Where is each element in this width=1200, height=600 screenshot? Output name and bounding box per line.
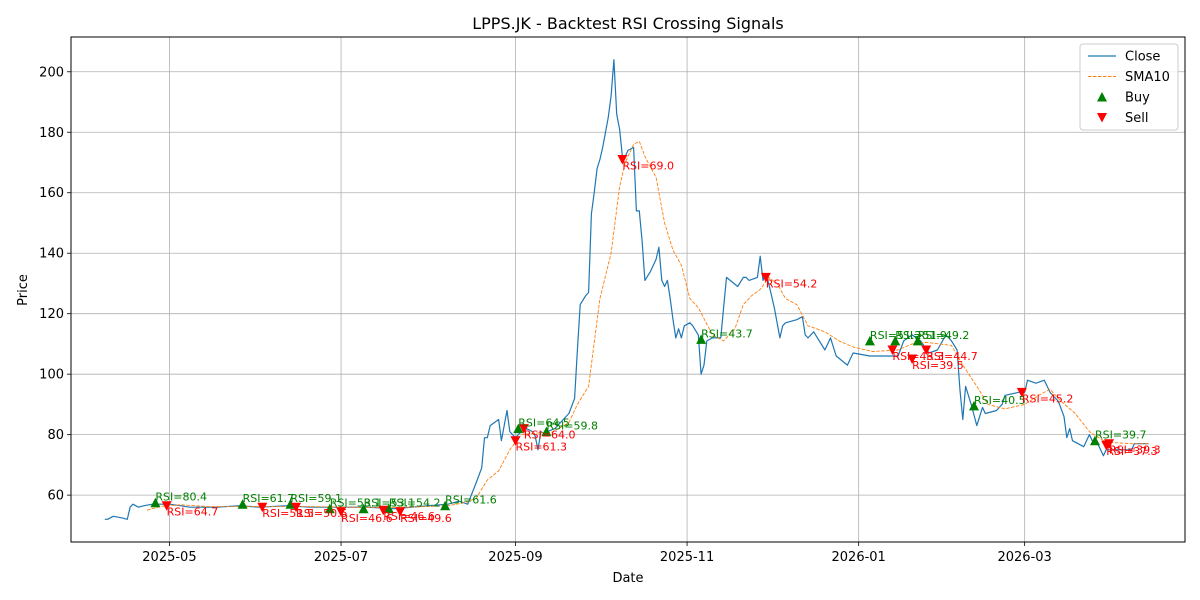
sell-marker — [1016, 387, 1027, 398]
buy-annotation: RSI=53.1 — [330, 497, 382, 510]
sell-annotation: RSI=64.7 — [167, 506, 219, 519]
buy-marker — [383, 503, 394, 514]
x-tick-label: 2025-07 — [314, 550, 368, 565]
buy-annotation: RSI=51.2 — [870, 329, 922, 342]
sell-annotation: RSI=64.0 — [524, 429, 576, 442]
sell-marker — [336, 507, 347, 517]
sma10-line — [146, 140, 1149, 511]
x-tick-label: 2025-09 — [488, 550, 542, 565]
buy-annotation: RSI=59.8 — [546, 420, 598, 433]
legend-entry-label: Buy — [1125, 91, 1150, 106]
sell-marker — [395, 507, 406, 517]
sell-annotation: RSI=46.6 — [383, 510, 435, 523]
y-tick-label: 60 — [47, 489, 64, 504]
y-tick-label: 120 — [39, 307, 64, 322]
sell-annotation: RSI=45.2 — [1022, 392, 1074, 405]
legend-entry-label: SMA10 — [1125, 70, 1170, 85]
legend-entry-label: Sell — [1125, 111, 1148, 126]
buy-annotation: RSI=49.2 — [918, 329, 970, 342]
sell-annotation: RSI=51.5 — [262, 507, 314, 520]
buy-annotation: RSI=51.9 — [895, 329, 947, 342]
buy-annotation: RSI=61.7 — [243, 492, 295, 505]
buy-annotation: RSI=61.6 — [445, 494, 497, 507]
sell-annotation: RSI=69.0 — [622, 159, 674, 172]
sell-annotation: RSI=54.2 — [766, 277, 818, 290]
buy-marker — [541, 426, 552, 437]
grid-lines — [71, 37, 1185, 542]
buy-annotation: RSI=53.1 — [364, 497, 416, 510]
y-tick-label: 80 — [47, 428, 64, 443]
buy-marker — [696, 334, 707, 344]
buy-annotation: RSI=39.7 — [1095, 429, 1147, 442]
sell-marker — [887, 345, 898, 355]
y-tick-label: 180 — [39, 126, 64, 141]
sell-marker — [161, 501, 172, 511]
legend-buy-swatch — [1097, 92, 1107, 102]
x-axis: 2025-05 2025-07 2025-09 2025-11 2026-01 2026-… — [142, 542, 1052, 565]
x-tick-label: 2026-01 — [832, 550, 886, 565]
legend-entry-label: Close — [1125, 50, 1160, 65]
y-axis: 60 80 100 120 140 160 180 200 — [39, 65, 71, 504]
buy-marker — [237, 499, 248, 509]
buy-annotation: RSI=40.5 — [974, 394, 1026, 407]
buy-marker — [1089, 435, 1100, 446]
buy-marker — [912, 335, 923, 346]
sell-marker — [257, 502, 268, 513]
x-axis-label: Date — [612, 571, 643, 586]
sell-annotation: RSI=39.3 — [1109, 444, 1161, 457]
buy-annotation: RSI=64.5 — [518, 417, 570, 430]
y-tick-label: 160 — [39, 186, 64, 201]
buy-marker — [285, 499, 296, 509]
buy-annotation: RSI=80.4 — [155, 491, 207, 504]
sell-marker — [510, 436, 521, 446]
buy-annotation: RSI=59.1 — [290, 492, 342, 505]
buy-marker — [150, 497, 161, 508]
legend: Close SMA10 Buy Sell — [1079, 43, 1179, 131]
signal-markers — [150, 154, 1115, 517]
series-lines — [104, 59, 1149, 520]
sell-annotation: RSI=44.7 — [926, 350, 978, 363]
y-axis-label: Price — [16, 274, 31, 306]
buy-marker — [440, 500, 451, 511]
sell-marker — [378, 505, 389, 516]
x-tick-label: 2025-11 — [660, 550, 714, 565]
sell-annotation: RSI=37.3 — [1106, 445, 1158, 458]
sell-annotation: RSI=49.6 — [400, 512, 452, 525]
buy-marker — [324, 503, 335, 514]
signal-annotations: RSI=80.4 RSI=61.7RSI=59.1RSI=53.1RSI=53.1… — [155, 159, 1160, 524]
buy-annotation: RSI=54.2 — [389, 497, 441, 510]
buy-marker — [969, 400, 980, 411]
buy-annotation: RSI=43.7 — [701, 327, 753, 340]
legend-sell-swatch — [1097, 113, 1107, 123]
legend-box — [1079, 43, 1179, 131]
y-tick-label: 200 — [39, 65, 64, 80]
chart-title: LPPS.JK - Backtest RSI Crossing Signals — [472, 14, 784, 33]
sell-marker — [291, 502, 302, 513]
sell-annotation: RSI=61.3 — [515, 441, 567, 454]
sell-marker — [907, 354, 918, 365]
sell-annotation: RSI=39.5 — [912, 359, 964, 372]
sell-marker — [518, 424, 529, 434]
y-tick-label: 100 — [39, 368, 64, 383]
sell-annotation: RSI=43.3 — [892, 350, 944, 363]
x-tick-label: 2026-03 — [997, 550, 1051, 565]
buy-marker — [358, 503, 369, 514]
buy-marker — [864, 335, 875, 346]
plot-frame — [70, 36, 1186, 543]
close-price-line — [104, 59, 1149, 520]
buy-marker — [513, 423, 524, 434]
sell-marker — [921, 345, 932, 355]
sell-annotation: RSI=46.6 — [341, 512, 393, 525]
sell-marker — [760, 272, 771, 283]
buy-marker — [890, 335, 901, 346]
y-tick-label: 140 — [39, 247, 64, 262]
sell-marker — [617, 154, 628, 165]
sell-annotation: RSI=50.5 — [296, 507, 348, 520]
sell-marker — [1104, 439, 1115, 449]
x-tick-label: 2025-05 — [142, 550, 196, 565]
